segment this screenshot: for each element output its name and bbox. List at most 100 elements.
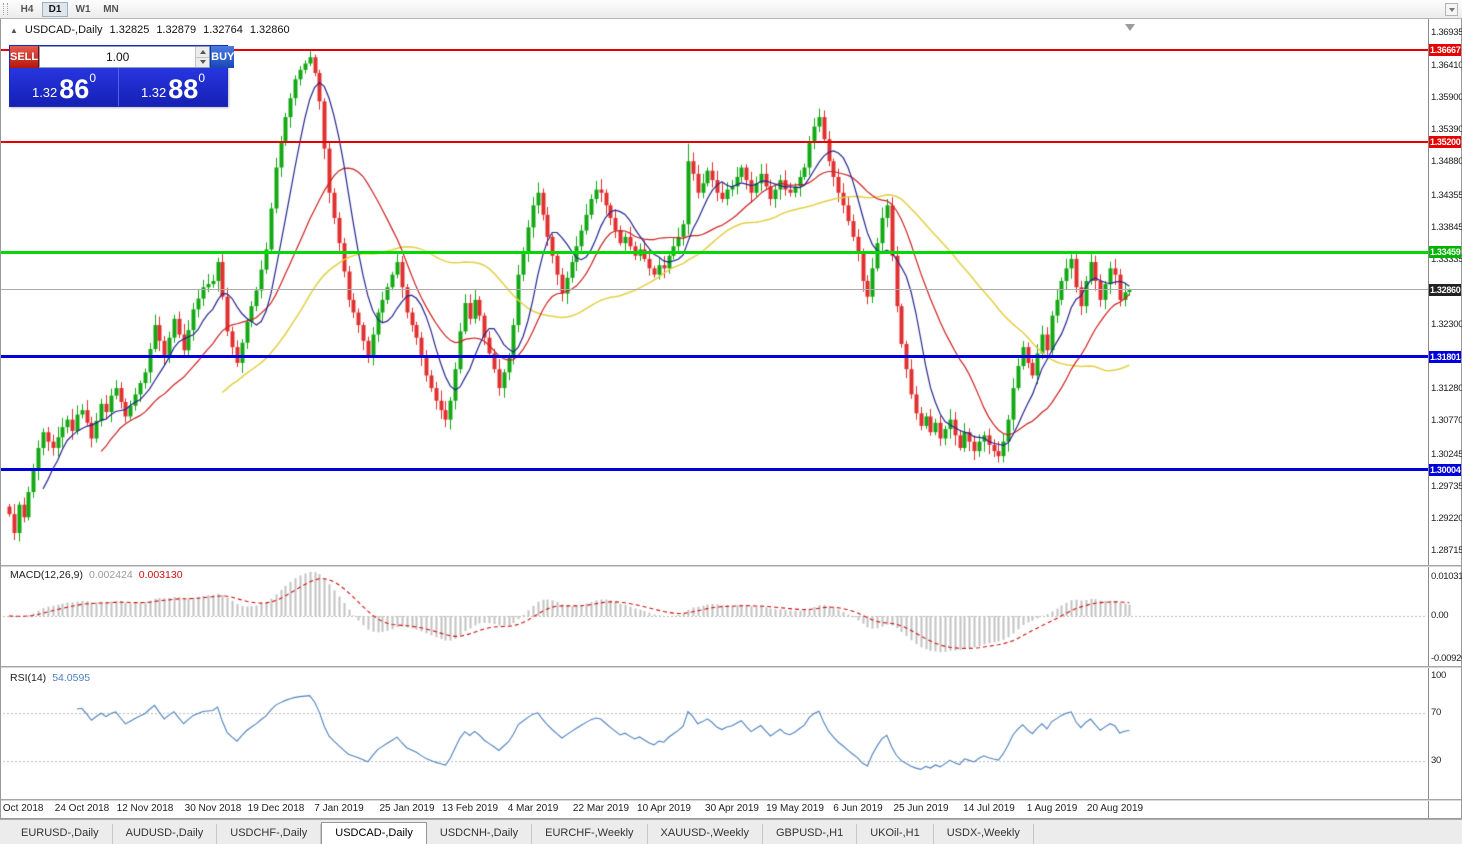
buy-button[interactable]: BUY: [210, 46, 235, 68]
horizontal-level-line-1.36667[interactable]: [1, 49, 1428, 51]
price-chart-canvas[interactable]: [1, 19, 1461, 818]
macd-name: MACD(12,26,9): [10, 569, 83, 581]
collapse-triangle-icon: ▲: [10, 25, 18, 35]
chart-window: ▲ USDCAD-,Daily 1.32825 1.32879 1.32764 …: [0, 19, 1462, 819]
chart-tab-gbpusd-h1[interactable]: GBPUSD-,H1: [763, 824, 858, 844]
horizontal-level-line-1.31801[interactable]: [1, 355, 1428, 358]
rsi-value: 54.0595: [52, 672, 91, 684]
price-scale-label: 1.29735: [1431, 481, 1462, 492]
level-price-tag-1.30004: 1.30004: [1429, 464, 1461, 476]
price-scale-label: 1.29220: [1431, 513, 1462, 524]
period-button-w1[interactable]: W1: [70, 2, 96, 17]
price-macd-divider[interactable]: [1, 565, 1461, 567]
ohlc-close: 1.32860: [249, 24, 290, 36]
date-tick-label: 12 Nov 2018: [116, 803, 174, 814]
chart-tab-xauusd-weekly[interactable]: XAUUSD-,Weekly: [648, 824, 763, 844]
horizontal-level-line-1.35200[interactable]: [1, 141, 1428, 143]
price-scale-label: 1.34355: [1431, 190, 1462, 201]
volume-up-button[interactable]: [196, 47, 210, 58]
chart-tab-usdcnh-daily[interactable]: USDCNH-,Daily: [427, 824, 533, 844]
sell-price-pips: 86: [59, 74, 90, 104]
rsi-scale-label: 100: [1431, 670, 1446, 681]
price-scale-label: 1.31280: [1431, 383, 1462, 394]
price-scale-label: 1.28715: [1431, 545, 1462, 556]
date-tick-label: 24 Oct 2018: [54, 803, 110, 814]
date-tick-label: 30 Apr 2019: [705, 803, 759, 814]
date-tick-label: 6 Jun 2019: [833, 803, 883, 814]
horizontal-level-line-1.30004[interactable]: [1, 468, 1428, 471]
macd-indicator-label: MACD(12,26,9) 0.002424 0.003130: [10, 569, 183, 581]
date-tick-label: 19 May 2019: [766, 803, 824, 814]
chart-tab-ukoil-h1[interactable]: UKOil-,H1: [857, 824, 934, 844]
date-tick-label: 19 Dec 2018: [247, 803, 305, 814]
date-tick-label: 25 Jun 2019: [893, 803, 949, 814]
buy-price-display[interactable]: 1.32 88 0: [119, 68, 227, 106]
ohlc-open: 1.32825: [109, 24, 150, 36]
date-tick-label: 30 Nov 2018: [184, 803, 242, 814]
volume-spin-buttons: [195, 47, 210, 67]
period-button-mn[interactable]: MN: [98, 2, 124, 17]
date-tick-label: 1 Aug 2019: [1026, 803, 1078, 814]
chart-tab-usdcad-daily[interactable]: USDCAD-,Daily: [321, 822, 427, 844]
price-scale-label: 1.32300: [1431, 319, 1462, 330]
level-price-tag-1.31801: 1.31801: [1429, 351, 1461, 363]
sell-price-point: 0: [89, 71, 97, 85]
chart-tab-usdchf-daily[interactable]: USDCHF-,Daily: [217, 824, 322, 844]
volume-input[interactable]: [40, 47, 196, 67]
date-tick-label: 14 Jul 2019: [963, 803, 1015, 814]
arrow-up-icon: [199, 49, 206, 54]
chart-tab-usdx-weekly[interactable]: USDX-,Weekly: [934, 824, 1034, 844]
date-tick-label: 13 Feb 2019: [441, 803, 499, 814]
trade-panel-divider: [118, 68, 119, 106]
rsi-dateaxis-divider: [1, 799, 1461, 801]
current-price-tag: 1.32860: [1429, 284, 1461, 296]
sell-price-figure: 1.32: [31, 85, 58, 100]
current-price-line[interactable]: [1, 289, 1428, 290]
toolbar-overflow-button[interactable]: [1445, 3, 1458, 16]
toolbar-drag-handle[interactable]: [3, 3, 8, 15]
macd-rsi-divider[interactable]: [1, 666, 1461, 668]
period-button-group: H4 D1 W1 MN: [13, 1, 125, 17]
macd-scale-label: 0.00: [1431, 610, 1449, 621]
date-tick-label: 20 Aug 2019: [1086, 803, 1144, 814]
date-tick-label: 25 Jan 2019: [379, 803, 435, 814]
chart-tabs-bar: EURUSD-,Daily AUDUSD-,Daily USDCHF-,Daily U…: [0, 819, 1462, 844]
price-scale-label: 1.36935: [1431, 27, 1462, 38]
sell-button[interactable]: SELL: [10, 46, 40, 68]
period-button-h4[interactable]: H4: [14, 2, 40, 17]
chart-shift-marker[interactable]: [1125, 24, 1135, 31]
price-scale-label: 1.34880: [1431, 156, 1462, 167]
horizontal-level-line-1.33459[interactable]: [1, 251, 1428, 254]
macd-main-value: 0.002424: [88, 569, 133, 581]
macd-scale-label: -0.009203: [1431, 653, 1462, 664]
chart-tab-audusd-daily[interactable]: AUDUSD-,Daily: [113, 824, 218, 844]
price-scale-label: 1.35390: [1431, 124, 1462, 135]
arrow-down-icon: [199, 60, 206, 65]
period-button-d1[interactable]: D1: [42, 1, 68, 17]
price-scale-label: 1.30770: [1431, 415, 1462, 426]
date-tick-label: 22 Mar 2019: [572, 803, 630, 814]
trade-panel-prices-row: 1.32 86 0 1.32 88 0: [10, 68, 227, 106]
price-scale-label: 1.33335: [1431, 254, 1462, 265]
ohlc-high: 1.32879: [156, 24, 197, 36]
rsi-name: RSI(14): [10, 672, 47, 684]
sell-price-display[interactable]: 1.32 86 0: [10, 68, 118, 106]
price-scale-label: 1.36410: [1431, 60, 1462, 71]
timeframe-toolbar: H4 D1 W1 MN: [0, 0, 1462, 19]
date-tick-label: 5 Oct 2018: [0, 803, 44, 814]
volume-down-button[interactable]: [196, 57, 210, 67]
chart-ohlc-header: ▲ USDCAD-,Daily 1.32825 1.32879 1.32764 …: [10, 24, 290, 36]
chart-tab-eurusd-daily[interactable]: EURUSD-,Daily: [8, 824, 113, 844]
rsi-indicator-label: RSI(14) 54.0595: [10, 672, 90, 684]
buy-price-pips: 88: [168, 74, 199, 104]
chart-tab-eurchf-weekly[interactable]: EURCHF-,Weekly: [532, 824, 648, 844]
volume-spinner: [39, 46, 211, 68]
chevron-down-icon: [1448, 7, 1455, 12]
trade-panel-buttons-row: SELL BUY: [10, 46, 235, 68]
chart-symbol-title: USDCAD-,Daily: [24, 24, 103, 36]
macd-scale-label: 0.010311: [1431, 571, 1462, 582]
price-scale-label: 1.35900: [1431, 92, 1462, 103]
macd-signal-value: 0.003130: [138, 569, 183, 581]
date-tick-label: 4 Mar 2019: [507, 803, 559, 814]
